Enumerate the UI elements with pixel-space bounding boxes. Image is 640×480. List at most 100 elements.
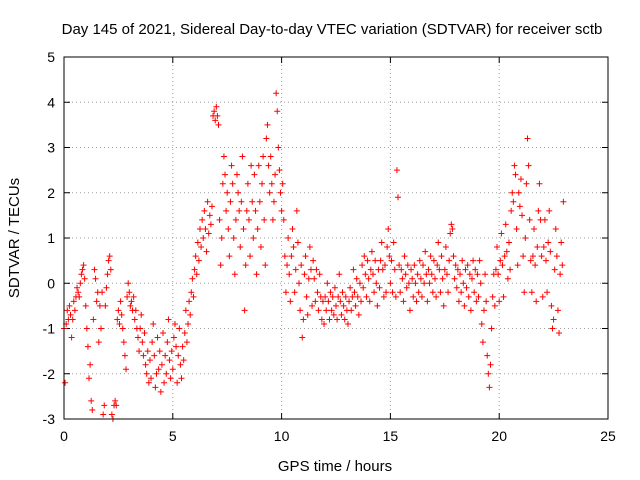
data-point: [243, 207, 250, 214]
data-point: [156, 348, 163, 355]
data-point: [97, 325, 104, 332]
data-point: [365, 275, 372, 282]
data-point: [507, 266, 514, 273]
data-point: [75, 289, 82, 296]
data-point: [232, 216, 239, 223]
data-point: [478, 320, 485, 327]
data-point: [260, 153, 267, 160]
data-point: [278, 207, 285, 214]
data-point: [203, 248, 210, 255]
data-point: [335, 293, 342, 300]
data-point: [395, 194, 402, 201]
data-point: [105, 257, 112, 264]
data-point: [437, 289, 444, 296]
data-point: [504, 275, 511, 282]
data-point: [381, 262, 388, 269]
data-point: [281, 253, 288, 260]
data-point: [427, 253, 434, 260]
data-point: [64, 307, 71, 314]
data-point: [439, 275, 446, 282]
y-tick-label: 1: [47, 230, 55, 246]
x-tick-label: 15: [383, 428, 399, 444]
data-point: [145, 379, 152, 386]
y-tick-label: -3: [43, 411, 56, 427]
data-point: [104, 271, 111, 278]
data-point: [87, 361, 94, 368]
data-point: [114, 316, 121, 323]
data-point: [199, 216, 206, 223]
data-point: [356, 280, 363, 287]
data-point: [485, 370, 492, 377]
data-point: [248, 162, 255, 169]
data-point: [117, 298, 124, 305]
data-point: [390, 239, 397, 246]
data-point: [400, 298, 407, 305]
data-point: [213, 103, 220, 110]
data-point: [494, 244, 501, 251]
data-point: [373, 280, 380, 287]
x-tick-label: 25: [600, 428, 616, 444]
data-point: [265, 162, 272, 169]
data-point: [167, 375, 174, 382]
data-point: [187, 311, 194, 318]
data-point: [261, 216, 268, 223]
data-point: [488, 325, 495, 332]
data-point: [134, 334, 141, 341]
plot-frame: [63, 56, 609, 420]
data-point: [264, 121, 271, 128]
data-point: [541, 216, 548, 223]
data-point: [348, 307, 355, 314]
data-point: [69, 316, 76, 323]
data-point: [307, 266, 314, 273]
data-point: [497, 257, 504, 264]
data-point: [139, 339, 146, 346]
data-point: [204, 198, 211, 205]
data-point: [429, 289, 436, 296]
data-point: [438, 253, 445, 260]
data-point: [445, 289, 452, 296]
data-point: [174, 379, 181, 386]
data-point: [186, 298, 193, 305]
data-point: [192, 253, 199, 260]
data-point: [126, 289, 133, 296]
data-point: [151, 352, 158, 359]
data-point: [250, 235, 257, 241]
data-point: [91, 266, 98, 273]
data-point: [408, 266, 415, 273]
data-point: [558, 239, 565, 246]
x-tick-label: 20: [491, 428, 507, 444]
data-point: [150, 320, 157, 327]
data-point: [303, 293, 310, 300]
data-point: [482, 271, 489, 278]
data-point: [511, 162, 518, 169]
data-point: [366, 298, 373, 305]
data-point: [269, 216, 276, 223]
data-point: [549, 325, 556, 332]
data-point: [346, 298, 353, 305]
data-point: [288, 253, 295, 260]
data-point: [441, 266, 448, 273]
data-point: [550, 316, 557, 323]
y-tick-label: 0: [47, 275, 55, 291]
data-point: [528, 289, 535, 296]
data-point: [219, 180, 226, 187]
y-axis-label: SDTVAR / TECUs: [6, 178, 23, 298]
data-point: [411, 262, 418, 269]
data-point: [132, 307, 139, 314]
data-point: [447, 230, 454, 237]
data-point: [368, 248, 375, 255]
data-point: [299, 334, 306, 341]
data-point: [228, 162, 235, 169]
data-point: [459, 257, 466, 264]
y-tick-label: 5: [47, 49, 55, 65]
data-point: [425, 266, 432, 273]
data-point: [446, 257, 453, 264]
data-point: [330, 311, 337, 318]
data-point: [321, 320, 328, 327]
data-point: [81, 275, 88, 282]
data-point: [233, 171, 240, 178]
data-point: [254, 225, 261, 232]
data-point: [190, 293, 197, 300]
data-point: [315, 307, 322, 314]
data-point: [285, 235, 292, 241]
